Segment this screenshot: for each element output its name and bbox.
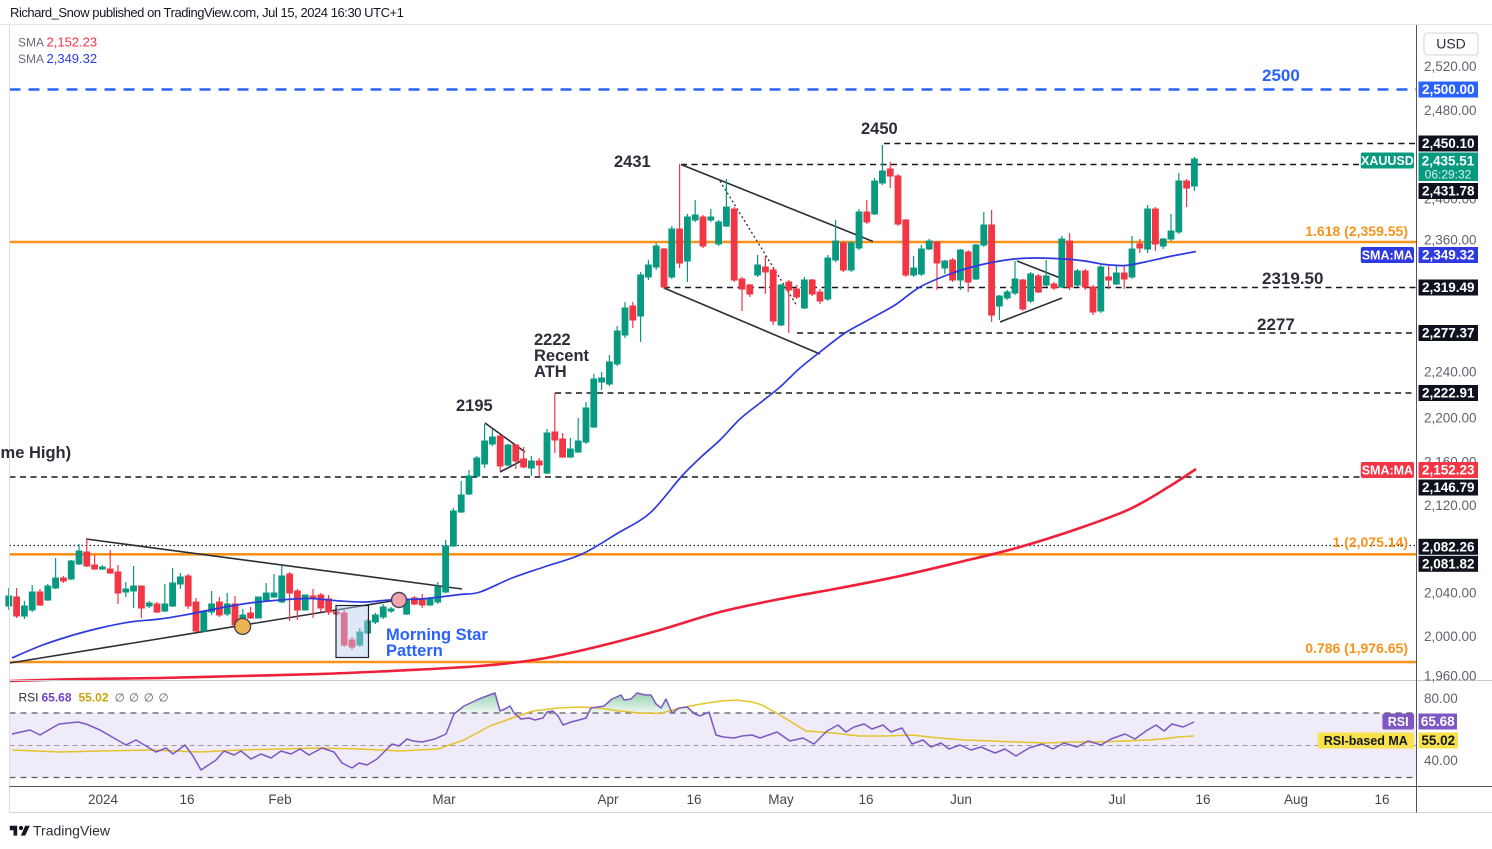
svg-text:2,152.23: 2,152.23 bbox=[47, 35, 98, 50]
svg-text:2,082.26: 2,082.26 bbox=[1422, 540, 1475, 555]
svg-text:2,120.00: 2,120.00 bbox=[1424, 498, 1477, 513]
svg-text:Pattern: Pattern bbox=[386, 642, 443, 660]
svg-text:2,081.82: 2,081.82 bbox=[1422, 557, 1475, 572]
svg-text:2,435.51: 2,435.51 bbox=[1422, 154, 1475, 169]
svg-text:USD: USD bbox=[1436, 36, 1466, 52]
svg-text:2,200.00: 2,200.00 bbox=[1424, 411, 1477, 426]
svg-text:2,450.10: 2,450.10 bbox=[1422, 136, 1475, 151]
svg-text:May: May bbox=[768, 792, 794, 807]
svg-text:1.618 (2,359.55): 1.618 (2,359.55) bbox=[1305, 223, 1408, 239]
svg-text:2,240.00: 2,240.00 bbox=[1424, 365, 1477, 380]
svg-text:2,319.49: 2,319.49 bbox=[1422, 280, 1475, 295]
svg-text:2,146.79: 2,146.79 bbox=[1422, 480, 1475, 495]
svg-text:2,500.00: 2,500.00 bbox=[1422, 82, 1475, 97]
svg-text:2,222.91: 2,222.91 bbox=[1422, 386, 1475, 401]
svg-text:55.02: 55.02 bbox=[79, 691, 109, 705]
svg-text:2195: 2195 bbox=[456, 397, 493, 415]
svg-text:XAUUSD: XAUUSD bbox=[1361, 154, 1414, 168]
svg-text:65.68: 65.68 bbox=[42, 691, 72, 705]
svg-text:2,431.78: 2,431.78 bbox=[1422, 184, 1475, 199]
svg-text:16: 16 bbox=[1195, 792, 1210, 807]
svg-text:SMA: SMA bbox=[18, 52, 44, 66]
svg-text:2450: 2450 bbox=[861, 120, 898, 138]
svg-text:Richard_Snow published on Trad: Richard_Snow published on TradingView.co… bbox=[10, 5, 404, 20]
svg-text:2,480.00: 2,480.00 bbox=[1424, 103, 1477, 118]
svg-text:2,360.00: 2,360.00 bbox=[1424, 233, 1477, 248]
svg-text:1,960.00: 1,960.00 bbox=[1424, 669, 1477, 684]
svg-text:∅: ∅ bbox=[158, 693, 168, 705]
svg-text:16: 16 bbox=[1374, 792, 1389, 807]
svg-text:16: 16 bbox=[179, 792, 194, 807]
svg-text:2431: 2431 bbox=[614, 153, 651, 171]
svg-text:2319.50: 2319.50 bbox=[1262, 269, 1323, 288]
svg-text:ATH: ATH bbox=[534, 363, 567, 381]
svg-text:SMA: SMA bbox=[18, 36, 44, 50]
svg-text:Jun: Jun bbox=[950, 792, 972, 807]
svg-text:80.00: 80.00 bbox=[1424, 691, 1458, 706]
svg-text:06:29:32: 06:29:32 bbox=[1425, 168, 1472, 182]
svg-text:Morning Star: Morning Star bbox=[386, 626, 488, 644]
svg-text:2,349.32: 2,349.32 bbox=[47, 51, 98, 66]
svg-text:40.00: 40.00 bbox=[1424, 753, 1458, 768]
svg-text:RSI-based MA: RSI-based MA bbox=[1324, 734, 1408, 748]
svg-text:2,152.23: 2,152.23 bbox=[1422, 463, 1475, 478]
svg-text:2,277.37: 2,277.37 bbox=[1422, 326, 1475, 341]
svg-text:55.02: 55.02 bbox=[1421, 733, 1455, 748]
svg-text:RSI: RSI bbox=[1388, 715, 1409, 729]
svg-text:Jul: Jul bbox=[1108, 792, 1125, 807]
svg-text:16: 16 bbox=[858, 792, 873, 807]
svg-text:2024: 2024 bbox=[88, 792, 119, 807]
svg-text:∅: ∅ bbox=[144, 693, 154, 705]
svg-text:2,520.00: 2,520.00 bbox=[1424, 59, 1477, 74]
svg-text:2277: 2277 bbox=[1257, 315, 1295, 334]
svg-text:Aug: Aug bbox=[1284, 792, 1308, 807]
svg-text:65.68: 65.68 bbox=[1421, 714, 1455, 729]
svg-text:SMA:MA: SMA:MA bbox=[1362, 248, 1413, 262]
svg-text:TradingView: TradingView bbox=[33, 823, 111, 839]
svg-text:2,000.00: 2,000.00 bbox=[1424, 629, 1477, 644]
svg-text:RSI: RSI bbox=[19, 691, 39, 705]
svg-text:2,040.00: 2,040.00 bbox=[1424, 586, 1477, 601]
svg-text:∅: ∅ bbox=[115, 693, 125, 705]
svg-text:(All Time High): (All Time High) bbox=[0, 444, 71, 462]
svg-text:∅: ∅ bbox=[129, 693, 139, 705]
svg-text:Feb: Feb bbox=[268, 792, 291, 807]
svg-text:Mar: Mar bbox=[432, 792, 456, 807]
svg-text:2,349.32: 2,349.32 bbox=[1422, 248, 1475, 263]
svg-text:Apr: Apr bbox=[597, 792, 619, 807]
svg-text:1 (2,075.14): 1 (2,075.14) bbox=[1333, 534, 1409, 550]
svg-text:SMA:MA: SMA:MA bbox=[1362, 463, 1413, 477]
svg-text:Recent: Recent bbox=[534, 347, 590, 365]
svg-text:2222: 2222 bbox=[534, 331, 571, 349]
svg-text:0.786 (1,976.65): 0.786 (1,976.65) bbox=[1305, 640, 1408, 656]
svg-text:2500: 2500 bbox=[1262, 66, 1300, 85]
svg-text:16: 16 bbox=[686, 792, 701, 807]
